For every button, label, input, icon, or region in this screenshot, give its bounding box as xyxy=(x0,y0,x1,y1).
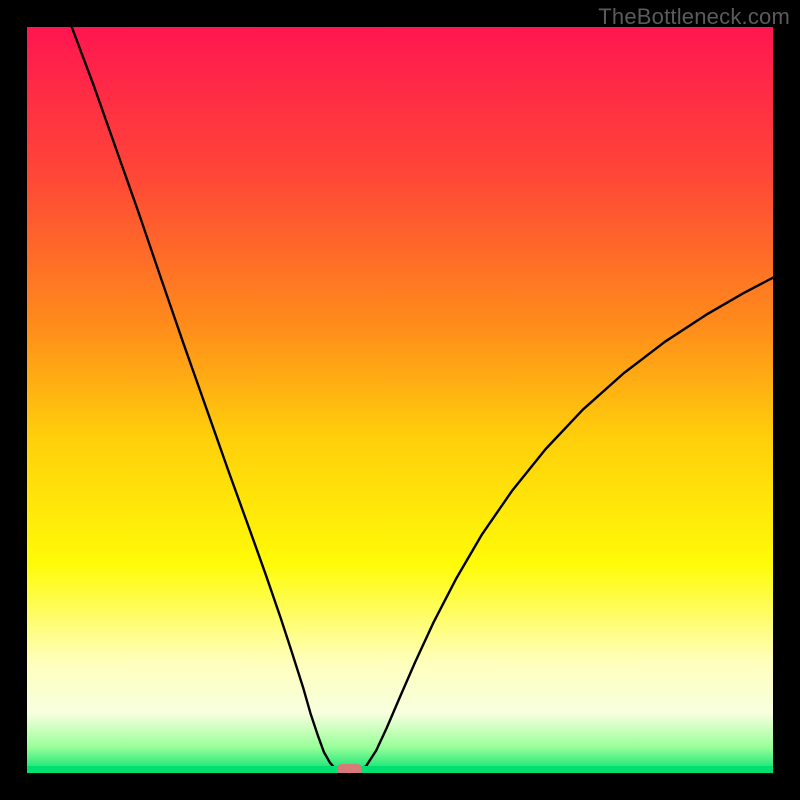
watermark-text: TheBottleneck.com xyxy=(598,4,790,30)
green-baseline-strip xyxy=(27,766,773,773)
plot-area xyxy=(27,27,773,773)
optimum-marker xyxy=(337,764,362,773)
bottleneck-curve xyxy=(27,27,773,773)
